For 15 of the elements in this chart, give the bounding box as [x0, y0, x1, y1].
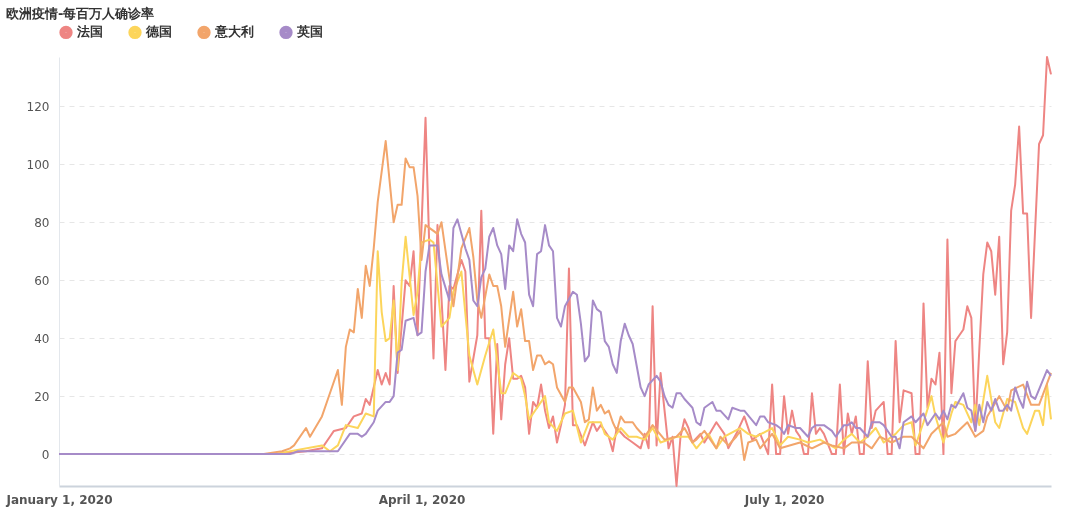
y-tick-label: 120 [26, 99, 50, 114]
y-tick-label: 100 [26, 157, 50, 172]
legend-label: 意大利 [214, 24, 254, 40]
y-tick-label: 20 [34, 389, 50, 404]
y-tick-label: 80 [34, 215, 50, 230]
y-tick-label: 60 [34, 273, 50, 288]
legend-label: 德国 [145, 24, 172, 40]
y-tick-label: 40 [34, 331, 50, 346]
legend-label: 英国 [296, 24, 323, 40]
legend-label: 法国 [76, 24, 103, 40]
chart-title: 欧洲疫情-每百万人确诊率 [5, 6, 155, 21]
y-tick-label: 0 [41, 447, 50, 462]
x-tick-label: January 1, 2020 [5, 492, 113, 507]
x-tick-label: April 1, 2020 [378, 492, 466, 507]
x-tick-label: July 1, 2020 [743, 492, 825, 507]
